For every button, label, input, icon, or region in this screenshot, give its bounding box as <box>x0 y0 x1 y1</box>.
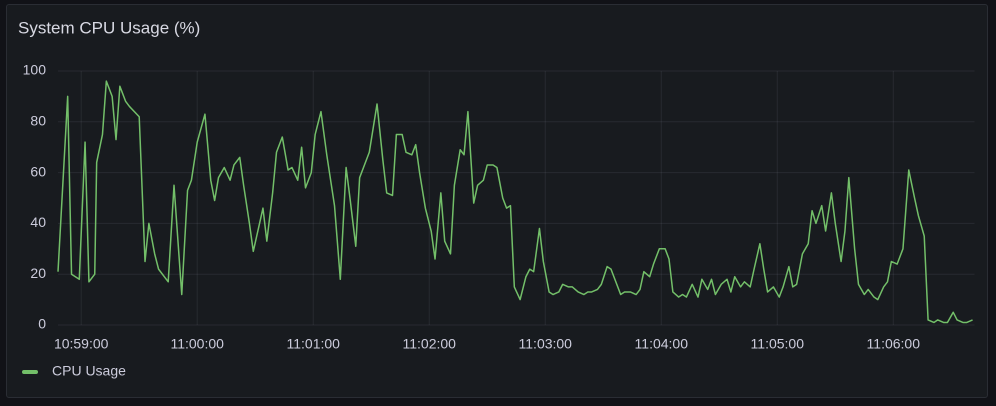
panel <box>6 4 988 398</box>
x-tick-label: 10:59:00 <box>54 336 109 352</box>
y-tick-label: 40 <box>30 214 46 230</box>
y-tick-label: 20 <box>30 265 46 281</box>
y-tick-label: 0 <box>38 316 46 332</box>
chart-title: System CPU Usage (%) <box>18 18 200 37</box>
x-tick-label: 11:00:00 <box>170 336 224 352</box>
x-tick-label: 11:01:00 <box>286 336 340 352</box>
legend-swatch <box>22 370 38 374</box>
line-series <box>57 80 973 324</box>
y-tick-label: 100 <box>23 62 47 78</box>
legend-label: CPU Usage <box>52 363 126 379</box>
x-tick-label: 11:04:00 <box>635 336 689 352</box>
y-tick-label: 60 <box>30 163 46 179</box>
x-tick-label: 11:02:00 <box>403 336 457 352</box>
x-tick-label: 11:03:00 <box>519 336 573 352</box>
x-tick-label: 11:05:00 <box>751 336 805 352</box>
x-tick-label: 11:06:00 <box>867 336 921 352</box>
y-tick-label: 80 <box>30 113 46 129</box>
